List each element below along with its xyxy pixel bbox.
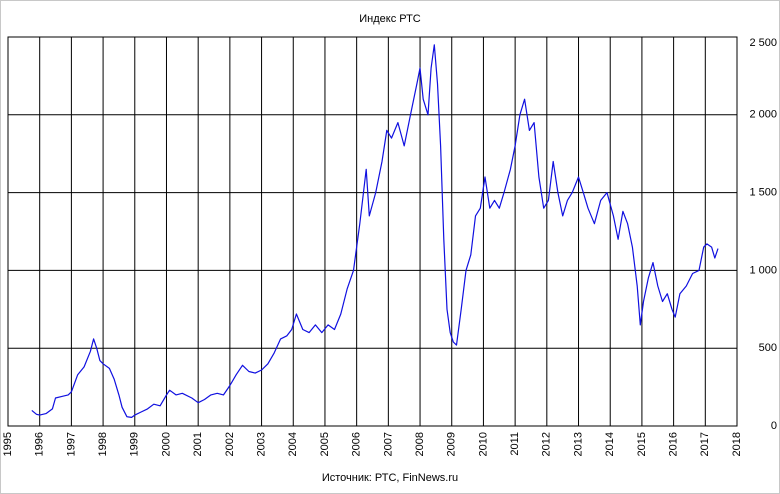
x-tick-label: 2004 — [287, 432, 299, 456]
x-tick-label: 1998 — [97, 432, 109, 456]
y-tick-label: 2 000 — [749, 109, 777, 121]
x-tick-label: 1996 — [34, 432, 46, 456]
x-tick-label: 2013 — [572, 432, 584, 456]
x-tick-label: 2001 — [192, 432, 204, 456]
plot-area — [7, 36, 738, 427]
x-tick-label: 2017 — [699, 432, 711, 456]
x-tick-label: 2015 — [636, 432, 648, 456]
index-line — [31, 44, 719, 418]
x-tick-label: 2006 — [351, 432, 363, 456]
x-tick-label: 2008 — [414, 432, 426, 456]
x-tick-label: 1997 — [65, 432, 77, 456]
y-tick-label: 1 500 — [749, 187, 777, 199]
y-tick-label: 2 500 — [749, 37, 777, 49]
x-tick-label: 2014 — [604, 432, 616, 456]
x-tick-label: 2003 — [255, 432, 267, 456]
x-tick-label: 2000 — [160, 432, 172, 456]
x-tick-label: 2009 — [446, 432, 458, 456]
source-note: Источник: РТС, FinNews.ru — [322, 472, 458, 484]
chart-title: Индекс РТС — [359, 13, 421, 25]
y-tick-label: 1 000 — [749, 264, 777, 276]
x-tick-label: 2012 — [541, 432, 553, 456]
x-tick-label: 2011 — [509, 432, 521, 456]
x-tick-label: 2005 — [319, 432, 331, 456]
x-tick-label: 2016 — [668, 432, 680, 456]
x-tick-label: 1999 — [129, 432, 141, 456]
x-tick-label: 1995 — [2, 432, 14, 456]
x-tick-label: 2002 — [224, 432, 236, 456]
x-tick-label: 2007 — [382, 432, 394, 456]
x-tick-label: 2018 — [731, 432, 743, 456]
y-tick-label: 500 — [759, 342, 777, 354]
y-tick-label: 0 — [771, 420, 777, 432]
x-tick-label: 2010 — [477, 432, 489, 456]
